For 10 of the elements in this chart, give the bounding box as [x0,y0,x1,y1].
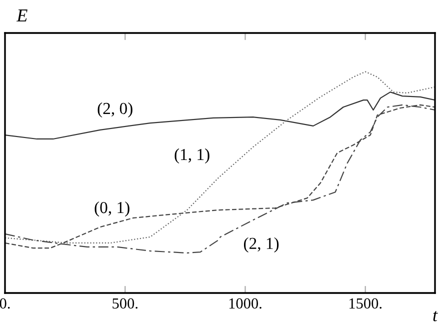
x-tick-label: 0. [0,298,10,309]
x-tick-label: 500. [112,298,138,309]
series-label: (0, 1) [94,201,130,217]
x-tick-label: 1000. [229,298,262,309]
series-label: (2, 1) [244,237,279,252]
y-axis-title: E [16,10,28,22]
series-label: (1, 1) [174,148,210,164]
series-label: (2, 0) [98,102,132,118]
x-axis-title: t [433,310,438,322]
x-tick-label: 1500. [349,298,382,309]
